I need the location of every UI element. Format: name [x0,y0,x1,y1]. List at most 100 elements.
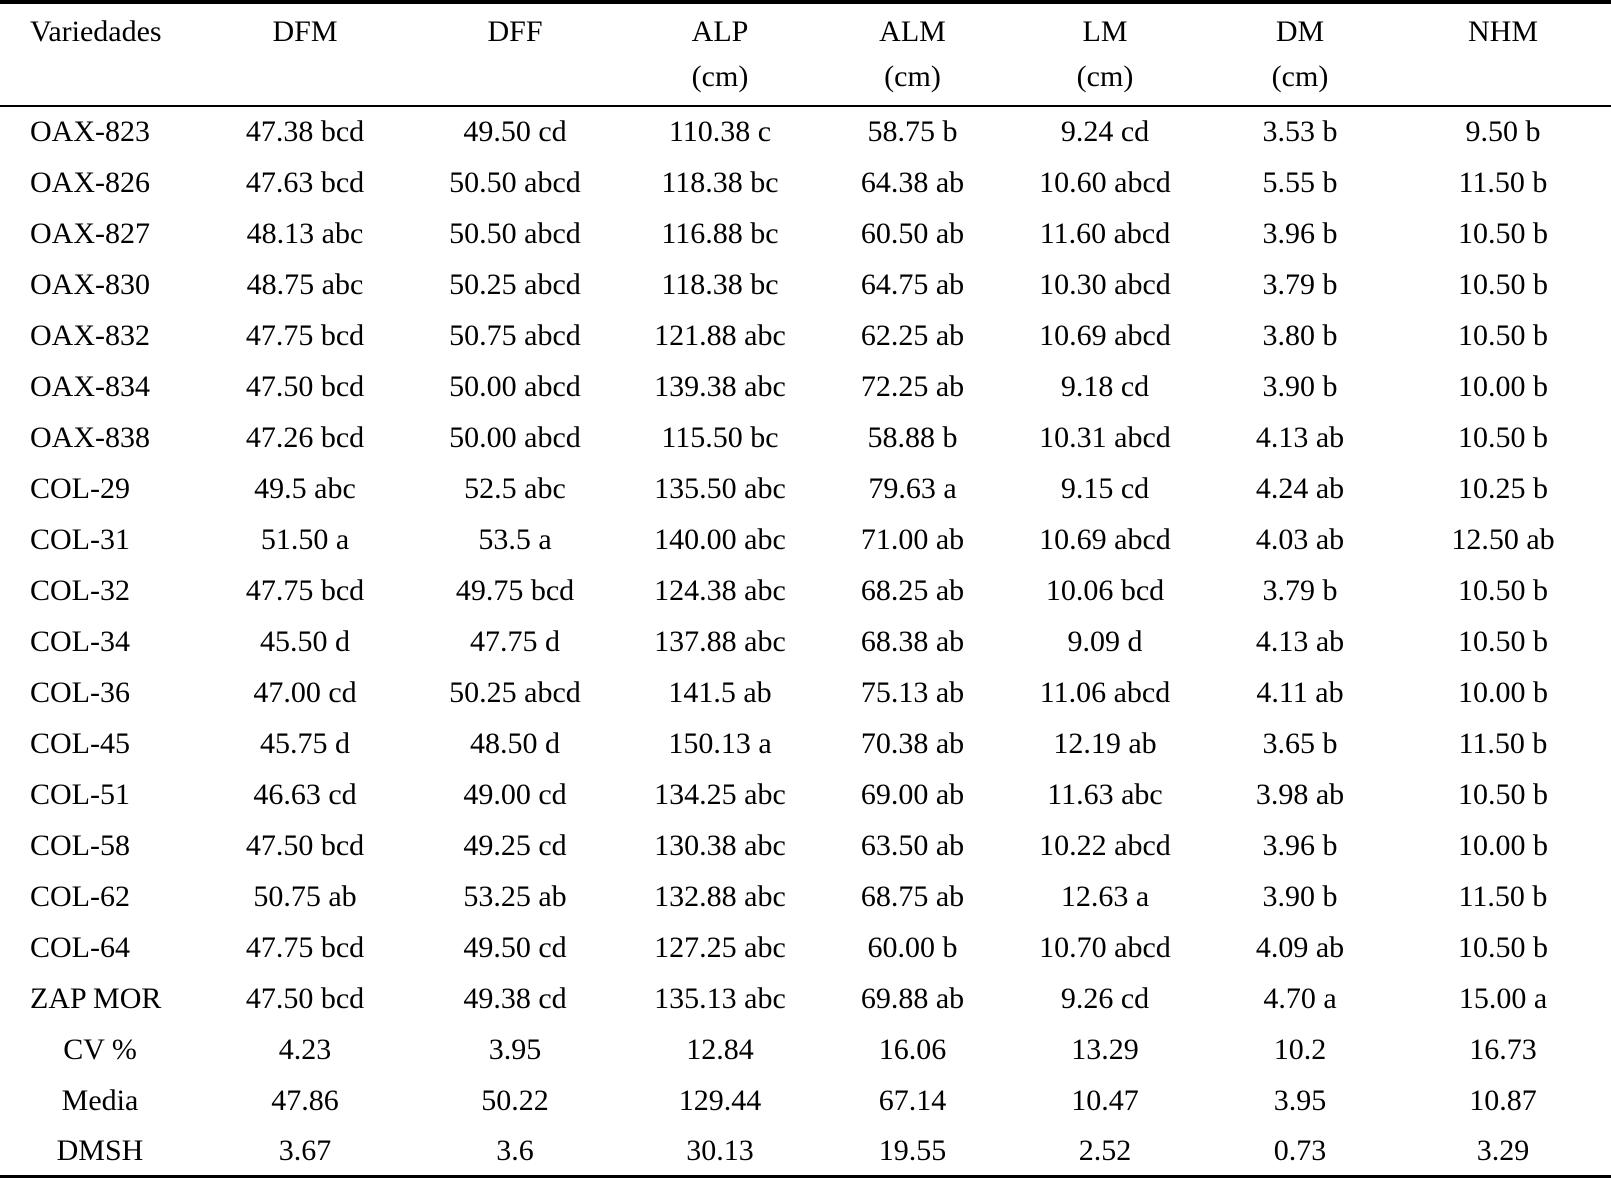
variety-cell: OAX-838 [30,420,150,454]
value-cell: 79.63 a [868,471,957,505]
col-header-alm: ALM [879,14,946,48]
value-cell: 64.75 ab [860,267,965,301]
value-cell: 3.96 b [1262,216,1338,250]
summary-value-cell: 16.06 [878,1032,947,1066]
value-cell: 47.75 d [470,624,560,658]
table-row: OAX-834 47.50 bcd 50.00 abcd 139.38 abc 72.2… [0,361,1611,412]
value-cell: 141.5 ab [668,675,772,709]
col-unit-lm: (cm) [1005,55,1205,107]
table-row: OAX-830 48.75 abc 50.25 abcd 118.38 bc 64.75… [0,259,1611,310]
value-cell: 4.24 ab [1255,471,1345,505]
value-cell: 10.50 b [1458,318,1548,352]
value-cell: 47.26 bcd [245,420,365,454]
value-cell: 50.00 abcd [449,420,581,454]
summary-value-cell: 3.95 [488,1032,542,1066]
value-cell: 72.25 ab [860,369,965,403]
summary-row: Media 47.86 50.22 129.44 67.14 10.47 3.95 10.87 [0,1075,1611,1126]
value-cell: 50.25 abcd [449,675,581,709]
value-cell: 11.50 b [1458,879,1548,913]
col-unit-dff [410,55,620,107]
summary-value-cell: 2.52 [1078,1133,1132,1167]
table-row: COL-51 46.63 cd 49.00 cd 134.25 abc 69.00 ab… [0,769,1611,820]
summary-value-cell: 3.67 [278,1133,332,1167]
value-cell: 10.70 abcd [1039,930,1171,964]
value-cell: 49.00 cd [463,777,567,811]
summary-label-cell: CV % [63,1032,137,1066]
summary-value-cell: 19.55 [878,1133,947,1167]
value-cell: 58.75 b [867,115,958,148]
value-cell: 4.13 ab [1255,624,1345,658]
value-cell: 53.25 ab [463,879,567,913]
col-unit-alm: (cm) [820,55,1005,107]
value-cell: 3.65 b [1262,726,1338,760]
value-cell: 15.00 a [1458,981,1548,1015]
value-cell: 121.88 abc [654,318,786,352]
value-cell: 116.88 bc [661,216,779,250]
summary-row: DMSH 3.67 3.6 30.13 19.55 2.52 0.73 3.29 [0,1126,1611,1177]
value-cell: 10.50 b [1458,420,1548,454]
summary-row: CV % 4.23 3.95 12.84 16.06 13.29 10.2 16.73 [0,1024,1611,1075]
value-cell: 68.75 ab [860,879,965,913]
summary-value-cell: 12.84 [686,1032,754,1066]
col-unit-alp: (cm) [620,55,820,107]
value-cell: 47.00 cd [253,675,357,709]
value-cell: 47.50 bcd [245,981,365,1015]
value-cell: 60.50 ab [860,216,965,250]
value-cell: 4.09 ab [1255,930,1345,964]
table-body: OAX-823 47.38 bcd 49.50 cd 110.38 c 58.75 b 9… [0,106,1611,1024]
value-cell: 58.88 b [867,420,958,454]
value-cell: 9.09 d [1067,624,1143,658]
summary-value-cell: 50.22 [481,1083,549,1117]
value-cell: 49.38 cd [463,981,567,1015]
table-row: OAX-832 47.75 bcd 50.75 abcd 121.88 abc 62.2… [0,310,1611,361]
value-cell: 10.60 abcd [1039,165,1171,199]
value-cell: 3.90 b [1262,369,1338,403]
value-cell: 47.75 bcd [245,318,365,352]
table-row: COL-62 50.75 ab 53.25 ab 132.88 abc 68.75 ab… [0,871,1611,922]
summary-value-cell: 10.47 [1071,1083,1139,1117]
value-cell: 47.38 bcd [245,115,365,148]
variety-cell: COL-58 [30,828,130,862]
variety-cell: COL-29 [30,471,130,505]
value-cell: 3.79 b [1262,573,1338,607]
value-cell: 47.50 bcd [245,369,365,403]
value-cell: 49.75 bcd [455,573,575,607]
value-cell: 10.25 b [1458,471,1548,505]
table-row: COL-36 47.00 cd 50.25 abcd 141.5 ab 75.13 ab… [0,667,1611,718]
value-cell: 50.50 abcd [449,165,581,199]
value-cell: 68.38 ab [860,624,965,658]
table-row: COL-58 47.50 bcd 49.25 cd 130.38 abc 63.50 a… [0,820,1611,871]
value-cell: 64.38 ab [860,165,965,199]
value-cell: 62.25 ab [860,318,965,352]
value-cell: 50.00 abcd [449,369,581,403]
value-cell: 4.11 ab [1256,675,1344,709]
value-cell: 135.13 abc [654,981,786,1015]
header-label-row: Variedades DFM DFF ALP ALM LM DM NHM [0,2,1611,55]
value-cell: 71.00 ab [860,522,965,556]
value-cell: 10.50 b [1458,573,1548,607]
table-row: OAX-823 47.38 bcd 49.50 cd 110.38 c 58.75 b 9… [0,106,1611,157]
variety-cell: OAX-823 [30,115,150,148]
value-cell: 10.50 b [1458,624,1548,658]
value-cell: 49.5 abc [254,471,356,505]
table-footer: CV % 4.23 3.95 12.84 16.06 13.29 10.2 16.73 Medi… [0,1024,1611,1177]
value-cell: 47.75 bcd [245,930,365,964]
value-cell: 48.13 abc [246,216,364,250]
summary-value-cell: 4.23 [278,1032,332,1066]
value-cell: 124.38 abc [654,573,786,607]
summary-value-cell: 47.86 [271,1083,339,1117]
summary-value-cell: 13.29 [1071,1032,1139,1066]
value-cell: 47.63 bcd [245,165,365,199]
value-cell: 3.98 ab [1255,777,1345,811]
value-cell: 10.00 b [1458,369,1548,403]
summary-label-cell: DMSH [56,1133,144,1167]
col-header-alp: ALP [691,14,749,48]
value-cell: 3.53 b [1262,115,1338,148]
value-cell: 10.69 abcd [1039,522,1171,556]
variety-cell: OAX-834 [30,369,150,403]
value-cell: 118.38 bc [661,165,779,199]
col-header-lm: LM [1082,14,1128,48]
summary-label-cell: Media [61,1083,139,1117]
value-cell: 12.63 a [1060,879,1150,913]
